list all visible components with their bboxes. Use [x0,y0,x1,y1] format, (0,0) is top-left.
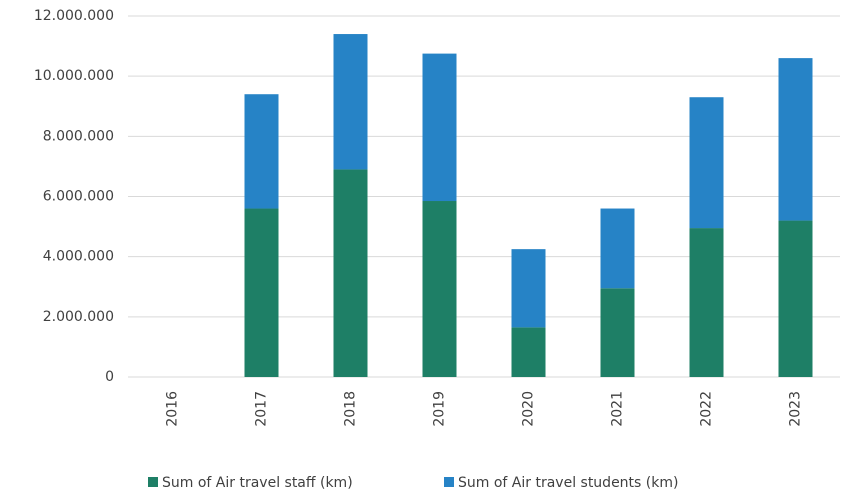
bar-segment [244,94,279,209]
bar-segment [689,97,724,229]
x-tick-label: 2017 [254,391,270,427]
bar-segment [600,208,635,289]
bar-segment [333,169,368,377]
legend-swatch [148,477,158,487]
x-tick-label: 2018 [343,391,359,427]
x-tick-label: 2023 [788,391,804,427]
x-tick-label: 2019 [432,391,448,427]
y-tick-label: 12.000.000 [34,8,114,24]
bar-segment [422,201,457,377]
bar-segment [778,58,813,221]
bar-segment [244,208,279,377]
y-tick-label: 10.000.000 [34,68,114,84]
x-tick-label: 2021 [610,391,626,427]
y-tick-label: 0 [105,369,114,385]
legend-label: Sum of Air travel students (km) [458,475,678,491]
y-tick-label: 2.000.000 [43,309,114,325]
x-tick-label: 2020 [521,391,537,427]
y-tick-label: 6.000.000 [43,189,114,205]
x-tick-label: 2016 [165,391,181,427]
legend-label: Sum of Air travel staff (km) [162,475,353,491]
y-tick-label: 8.000.000 [43,128,114,144]
bar-segment [600,288,635,377]
legend-swatch [444,477,454,487]
bar-segment [778,220,813,377]
bar-segment [689,228,724,377]
x-tick-label: 2022 [699,391,715,427]
bar-segment [333,34,368,170]
bar-segment [422,53,457,202]
bar-segment [511,327,546,377]
bar-segment [511,249,546,328]
y-tick-label: 4.000.000 [43,249,114,265]
